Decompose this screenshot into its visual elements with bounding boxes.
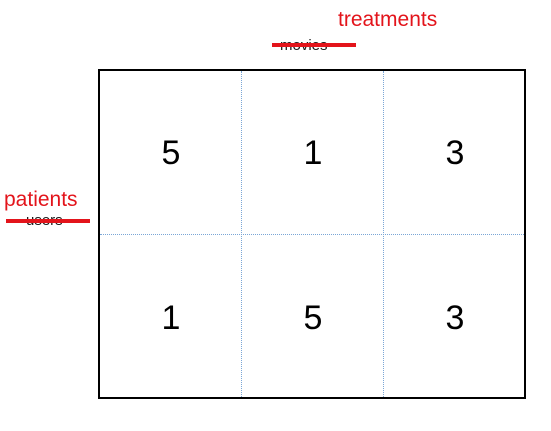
rows-label-strikethrough	[6, 219, 90, 223]
matrix-cell: 5	[161, 134, 181, 172]
columns-label-strikethrough	[272, 43, 356, 47]
matrix-cell: 5	[303, 299, 323, 337]
row-divider	[100, 234, 524, 235]
matrix-cell: 1	[161, 299, 181, 337]
columns-label-treatments: treatments	[338, 8, 438, 31]
rows-label-patients: patients	[4, 188, 78, 211]
rating-matrix: 5 1 3 1 5 3	[98, 69, 526, 399]
matrix-cell: 1	[303, 134, 323, 172]
matrix-cell: 3	[445, 134, 465, 172]
matrix-cell: 3	[445, 299, 465, 337]
